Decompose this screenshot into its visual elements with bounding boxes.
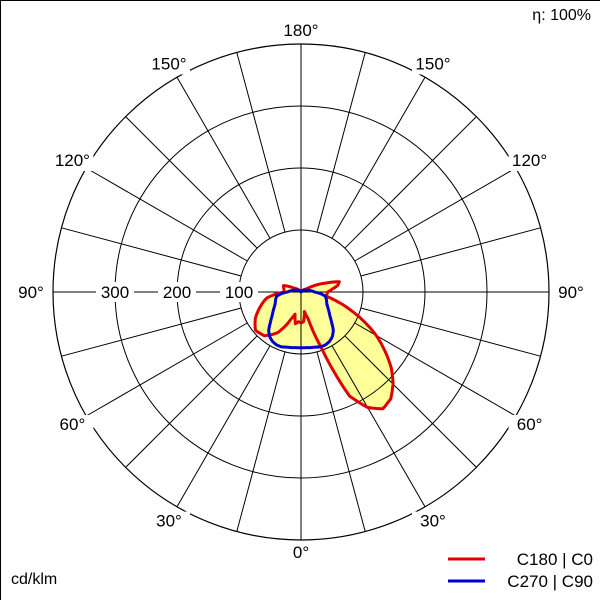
- efficiency-readout: η: 100%: [532, 7, 591, 24]
- outer-ring: [52, 43, 550, 541]
- grid-spoke: [354, 322, 517, 417]
- series-line-c270-c90: [267, 288, 335, 350]
- grid-spoke: [85, 322, 248, 417]
- legend-label: C270 | C90: [507, 572, 593, 591]
- unit-label: cd/klm: [11, 571, 58, 588]
- grid-spoke: [344, 116, 477, 249]
- angle-label: 120°: [55, 151, 90, 170]
- angle-label: 30°: [420, 512, 446, 531]
- efficiency-symbol: η: [532, 7, 542, 24]
- grid-spoke: [360, 307, 541, 357]
- legend-label: C180 | C0: [517, 550, 593, 569]
- grid-spoke: [125, 116, 258, 249]
- angle-label: 60°: [60, 415, 86, 434]
- grid-spoke: [85, 167, 248, 262]
- grid-spoke: [354, 167, 517, 262]
- grid-spoke: [344, 335, 477, 468]
- grid-spoke: [61, 307, 242, 357]
- angle-label: 180°: [283, 21, 318, 40]
- grid-spoke: [125, 335, 258, 468]
- angle-label: 120°: [512, 151, 547, 170]
- angle-label: 90°: [18, 283, 44, 302]
- grid-spoke: [61, 227, 242, 277]
- grid-spoke: [176, 345, 271, 508]
- angle-label: 150°: [415, 54, 450, 73]
- grid-spoke: [316, 52, 366, 233]
- angle-label: 90°: [558, 283, 584, 302]
- grid-spoke: [331, 76, 426, 239]
- radial-tick-label: 100: [225, 283, 253, 302]
- angle-label: 0°: [293, 543, 309, 562]
- angle-label: 150°: [151, 54, 186, 73]
- grid-spoke: [236, 52, 286, 233]
- grid-spoke: [316, 351, 366, 532]
- efficiency-value: 100%: [550, 7, 591, 24]
- grid-spoke: [331, 345, 426, 508]
- angle-label: 30°: [156, 512, 182, 531]
- radial-tick-label: 200: [163, 283, 191, 302]
- grid-spoke: [176, 76, 271, 239]
- angle-label: 60°: [517, 415, 543, 434]
- radial-tick-label: 300: [101, 283, 129, 302]
- grid-spoke: [360, 227, 541, 277]
- grid-spoke: [236, 351, 286, 532]
